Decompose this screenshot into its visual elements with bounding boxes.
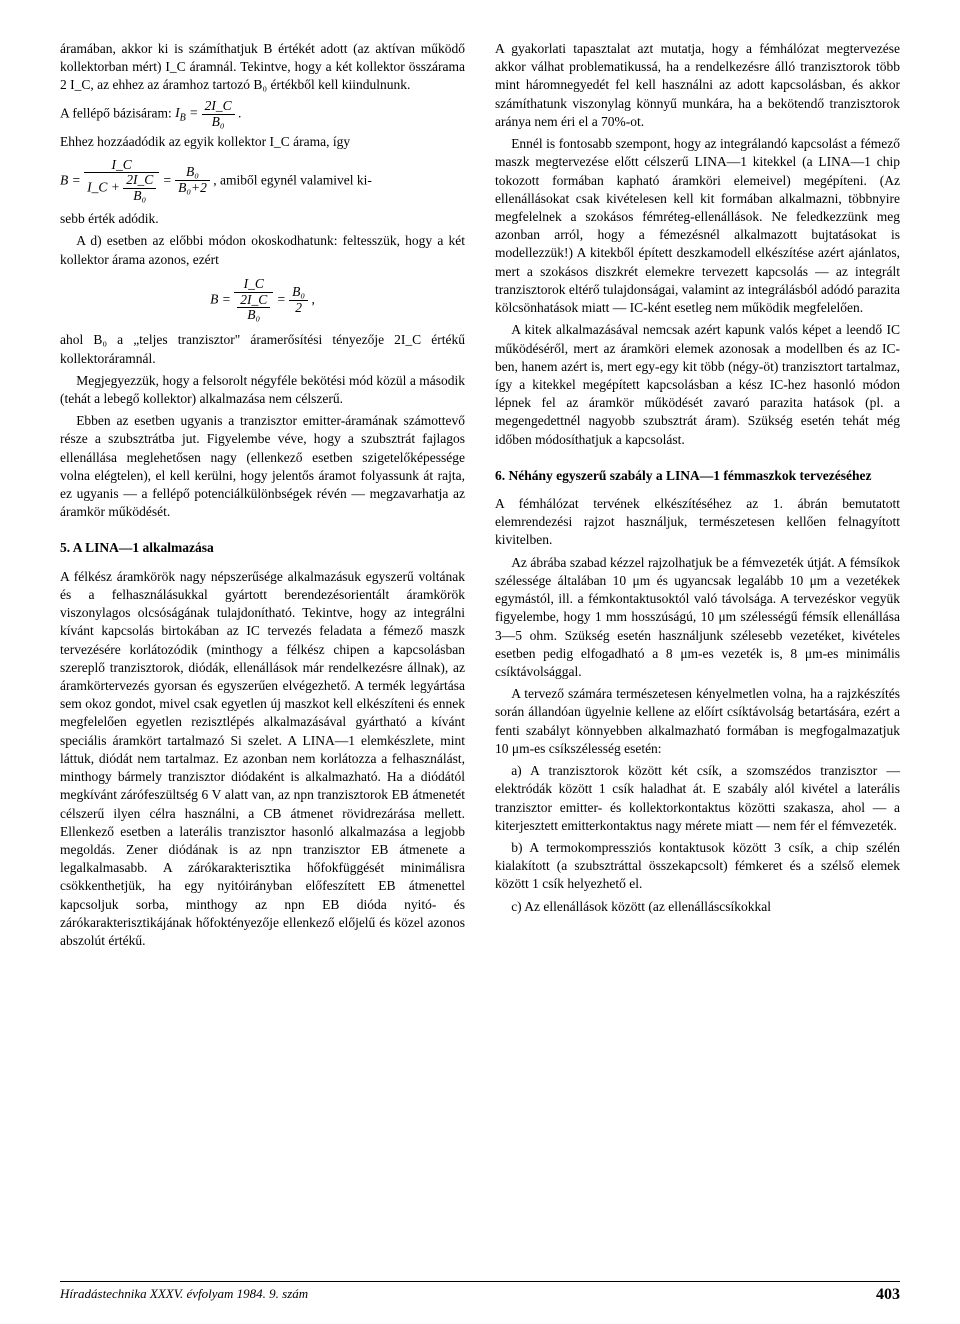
para-l6: ahol B₀ a „teljes tranzisztor" áramerősí…	[60, 331, 465, 367]
para-r2: Ennél is fontosabb szempont, hogy az int…	[495, 135, 900, 317]
frac-b1-right-den: B₀+2	[175, 181, 210, 196]
f2-mid: I_C +	[87, 180, 123, 195]
page: áramában, akkor ki is számíthatjuk B ért…	[0, 0, 960, 1324]
frac-b2-right-num: B₀	[289, 285, 308, 301]
section-5-heading: 5. A LINA—1 alkalmazása	[60, 539, 465, 557]
frac-b1-nested-den: B₀	[123, 189, 156, 204]
para-r1: A gyakorlati tapasztalat azt mutatja, ho…	[495, 40, 900, 131]
para-r6: A tervező számára természetesen kényelme…	[495, 685, 900, 758]
para-ra: a) A tranzisztorok között két csík, a sz…	[495, 762, 900, 835]
frac-b1-nested: 2I_C B₀	[123, 173, 156, 204]
page-number: 403	[876, 1286, 900, 1304]
frac-b1-nested-num: 2I_C	[123, 173, 156, 189]
frac-b2-left-num: I_C	[234, 277, 273, 293]
two-column-layout: áramában, akkor ki is számíthatjuk B ért…	[60, 40, 900, 954]
journal-info: Híradástechnika XXXV. évfolyam 1984. 9. …	[60, 1286, 308, 1304]
frac-b2-right-den: 2	[289, 301, 308, 316]
frac-b1-left-den: I_C + 2I_C B₀	[84, 173, 159, 204]
page-footer: Híradástechnika XXXV. évfolyam 1984. 9. …	[60, 1281, 900, 1304]
para-rb: b) A termokompressziós kontaktusok közöt…	[495, 839, 900, 894]
frac-ib: 2I_C B₀	[202, 99, 235, 130]
para-rc: c) Az ellenállások között (az ellenállás…	[495, 898, 900, 916]
frac-b2-nested-num: 2I_C	[237, 293, 270, 309]
f3-eq: =	[277, 291, 290, 306]
frac-b2-left-den: 2I_C B₀	[234, 293, 273, 324]
formula-b2: B = I_C 2I_C B₀ = B₀ 2 ,	[60, 277, 465, 324]
right-column: A gyakorlati tapasztalat azt mutatja, ho…	[495, 40, 900, 954]
para-r5: Az ábrába szabad kézzel rajzolhatjuk be …	[495, 554, 900, 682]
para-r4: A fémhálózat tervének elkészítéséhez az …	[495, 495, 900, 550]
f2-eq: =	[163, 172, 176, 187]
f3-tail: ,	[311, 291, 314, 306]
frac-b1-right: B₀ B₀+2	[175, 165, 210, 196]
left-column: áramában, akkor ki is számíthatjuk B ért…	[60, 40, 465, 954]
frac-b2-right: B₀ 2	[289, 285, 308, 316]
frac-b1-left: I_C I_C + 2I_C B₀	[84, 158, 159, 205]
section-6-heading: 6. Néhány egyszerű szabály a LINA—1 fémm…	[495, 467, 900, 485]
frac-ib-num: 2I_C	[202, 99, 235, 115]
formula-b1: B = I_C I_C + 2I_C B₀ = B₀ B₀+2	[60, 158, 465, 205]
frac-b2-left: I_C 2I_C B₀	[234, 277, 273, 324]
frac-b2-nested-den: B₀	[237, 308, 270, 323]
f3-lhs: B =	[210, 291, 234, 306]
para-l2: A fellépő bázisáram: IB = 2I_C B₀ .	[60, 99, 465, 130]
period-1: .	[238, 105, 241, 120]
frac-ib-den: B₀	[202, 115, 235, 130]
para-l9: A félkész áramkörök nagy népszerűsége al…	[60, 568, 465, 951]
para-l1: áramában, akkor ki is számíthatjuk B ért…	[60, 40, 465, 95]
frac-b1-left-num: I_C	[84, 158, 159, 174]
frac-b2-nested: 2I_C B₀	[237, 293, 270, 324]
formula-ib: IB =	[175, 105, 202, 120]
para-l4: sebb érték adódik.	[60, 210, 465, 228]
para-l8: Ebben az esetben ugyanis a tranzisztor e…	[60, 412, 465, 521]
f2-tail: , amiből egynél valamivel ki-	[213, 172, 372, 187]
para-l3: Ehhez hozzáadódik az egyik kollektor I_C…	[60, 133, 465, 151]
para-r3: A kitek alkalmazásával nemcsak azért kap…	[495, 321, 900, 449]
text-felleppo: A fellépő bázisáram:	[60, 105, 175, 120]
frac-b1-right-num: B₀	[175, 165, 210, 181]
f2-lhs: B =	[60, 172, 81, 187]
para-l7: Megjegyezzük, hogy a felsorolt négyféle …	[60, 372, 465, 408]
para-l5: A d) esetben az előbbi módon okoskodhatu…	[60, 232, 465, 268]
